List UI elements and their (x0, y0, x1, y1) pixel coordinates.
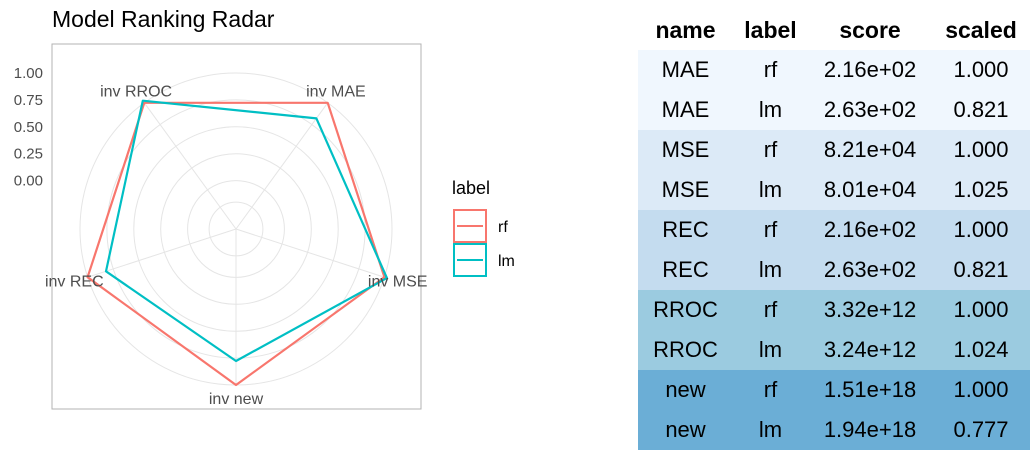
table-cell: 8.21e+04 (823, 137, 917, 162)
series-lm-polygon (104, 99, 388, 363)
table-cell: lm (758, 177, 783, 202)
table-cell: 1.51e+18 (823, 377, 917, 402)
panel-border (51, 43, 422, 410)
table-cell: 8.01e+04 (823, 177, 917, 202)
table-cell: MSE (661, 177, 710, 202)
table-cell: REC (662, 257, 709, 282)
table-cell: lm (758, 337, 783, 362)
spoke-4 (143, 102, 237, 230)
table-cell: 2.16e+02 (823, 57, 917, 82)
table-cell: 1.000 (953, 377, 1009, 402)
legend: label rf lm (452, 178, 515, 277)
axis-label: inv RROC (100, 84, 172, 101)
table-cell: RROC (653, 337, 718, 362)
radar-series (86, 99, 388, 387)
table-cell: rf (763, 297, 778, 322)
table-cell: 0.777 (953, 417, 1009, 442)
axis-label: inv REC (45, 274, 104, 291)
table-cell: 3.24e+12 (823, 337, 917, 362)
table-cell: 2.63e+02 (823, 257, 917, 282)
column-header-label: label (744, 16, 797, 43)
axis-label: inv MSE (368, 274, 428, 291)
table-row: RROC lm 3.24e+12 1.024 (638, 330, 1030, 370)
table-header-row: name label score scaled (638, 10, 1030, 50)
table-row: REC lm 2.63e+02 0.821 (638, 250, 1030, 290)
axis-label: inv new (209, 391, 264, 408)
axis-labels: inv MAE inv MSE inv new inv REC inv RROC (45, 84, 428, 409)
table-cell: MAE (661, 97, 710, 122)
legend-label-lm: lm (498, 253, 515, 270)
table-row: MAE lm 2.63e+02 0.821 (638, 90, 1030, 130)
spoke-0 (235, 102, 329, 230)
column-header-score: score (839, 16, 901, 43)
column-header-name: name (655, 16, 716, 43)
table-cell: MAE (661, 57, 710, 82)
table-body: MAE rf 2.16e+02 1.000 MAE lm 2.63e+02 0.821 MSE r… (638, 50, 1030, 450)
table-cell: 1.000 (953, 137, 1009, 162)
table-cell: 2.63e+02 (823, 97, 917, 122)
radial-tick-label: 0.50 (14, 119, 43, 136)
table-cell: lm (758, 257, 783, 282)
table-cell: 2.16e+02 (823, 217, 917, 242)
table-cell: rf (763, 377, 778, 402)
table-row: new lm 1.94e+18 0.777 (638, 410, 1030, 450)
legend-label-rf: rf (498, 219, 508, 236)
axis-label: inv MAE (306, 84, 366, 101)
table-cell: 0.821 (953, 97, 1009, 122)
table-cell: rf (763, 137, 778, 162)
table-row: REC rf 2.16e+02 1.000 (638, 210, 1030, 250)
spoke-3 (87, 228, 237, 278)
table-cell: 0.821 (953, 257, 1009, 282)
table-cell: RROC (653, 297, 718, 322)
radial-tick-label: 0.00 (14, 173, 43, 190)
table-row: new rf 1.51e+18 1.000 (638, 370, 1030, 410)
chart-title: Model Ranking Radar (52, 6, 275, 32)
table-row: MSE lm 8.01e+04 1.025 (638, 170, 1030, 210)
table-cell: rf (763, 217, 778, 242)
column-header-scaled: scaled (945, 16, 1017, 43)
radar-chart: 0.00 0.25 0.50 0.75 1.00 inv MAE inv MSE inv n… (14, 43, 515, 410)
table-row: MAE rf 2.16e+02 1.000 (638, 50, 1030, 90)
table-cell: REC (662, 217, 709, 242)
ranking-table: name label score scaled MAE rf 2.16e+02 1.000 M… (638, 10, 1030, 450)
radial-tick-label: 0.75 (14, 92, 43, 109)
table-row: MSE rf 8.21e+04 1.000 (638, 130, 1030, 170)
legend-title: label (452, 178, 490, 198)
series-rf-polygon (86, 101, 386, 387)
table-cell: 3.32e+12 (823, 297, 917, 322)
table-row: RROC rf 3.32e+12 1.000 (638, 290, 1030, 330)
table-cell: MSE (661, 137, 710, 162)
table-cell: 1.024 (953, 337, 1009, 362)
table-cell: 1.000 (953, 217, 1009, 242)
table-cell: new (665, 377, 706, 402)
table-cell: 1.000 (953, 57, 1009, 82)
spoke-1 (235, 228, 385, 278)
radial-tick-label: 1.00 (14, 65, 43, 82)
table-cell: 1.025 (953, 177, 1009, 202)
radial-tick-label: 0.25 (14, 146, 43, 163)
radial-tick-labels: 0.00 0.25 0.50 0.75 1.00 (14, 65, 43, 190)
table-cell: rf (763, 57, 778, 82)
table-cell: 1.94e+18 (823, 417, 917, 442)
table-cell: lm (758, 417, 783, 442)
table-cell: 1.000 (953, 297, 1009, 322)
radar-grid (79, 72, 393, 386)
table-cell: lm (758, 97, 783, 122)
table-cell: new (665, 417, 706, 442)
